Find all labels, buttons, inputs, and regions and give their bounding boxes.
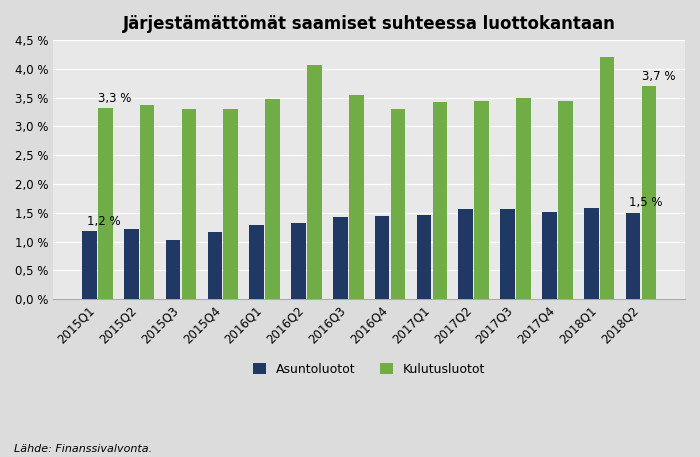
Bar [391,109,405,299]
Bar [249,225,264,299]
Legend: Asuntoluotot, Kulutusluotot: Asuntoluotot, Kulutusluotot [253,363,485,376]
Bar [181,109,196,299]
Bar [584,208,598,299]
Title: Järjestämättömät saamiset suhteessa luottokantaan: Järjestämättömät saamiset suhteessa luot… [122,15,615,33]
Bar [374,216,389,299]
Bar [642,86,657,299]
Bar [600,58,615,299]
Bar [558,101,573,299]
Bar [516,98,531,299]
Bar [475,101,489,299]
Bar [223,109,238,299]
Bar [458,209,473,299]
Bar [416,215,431,299]
Bar [433,102,447,299]
Bar [166,240,181,299]
Text: Lähde: Finanssivalvonta.: Lähde: Finanssivalvonta. [14,444,152,454]
Text: 3,7 %: 3,7 % [642,70,675,83]
Bar [307,65,322,299]
Bar [124,229,139,299]
Bar [626,213,641,299]
Bar [291,223,306,299]
Text: 1,2 %: 1,2 % [88,215,121,228]
Bar [207,232,222,299]
Bar [140,105,155,299]
Bar [542,212,557,299]
Bar [333,218,348,299]
Text: 3,3 %: 3,3 % [98,91,132,105]
Bar [265,99,280,299]
Bar [82,231,97,299]
Bar [98,108,113,299]
Bar [500,209,515,299]
Text: 1,5 %: 1,5 % [629,197,662,209]
Bar [349,95,363,299]
